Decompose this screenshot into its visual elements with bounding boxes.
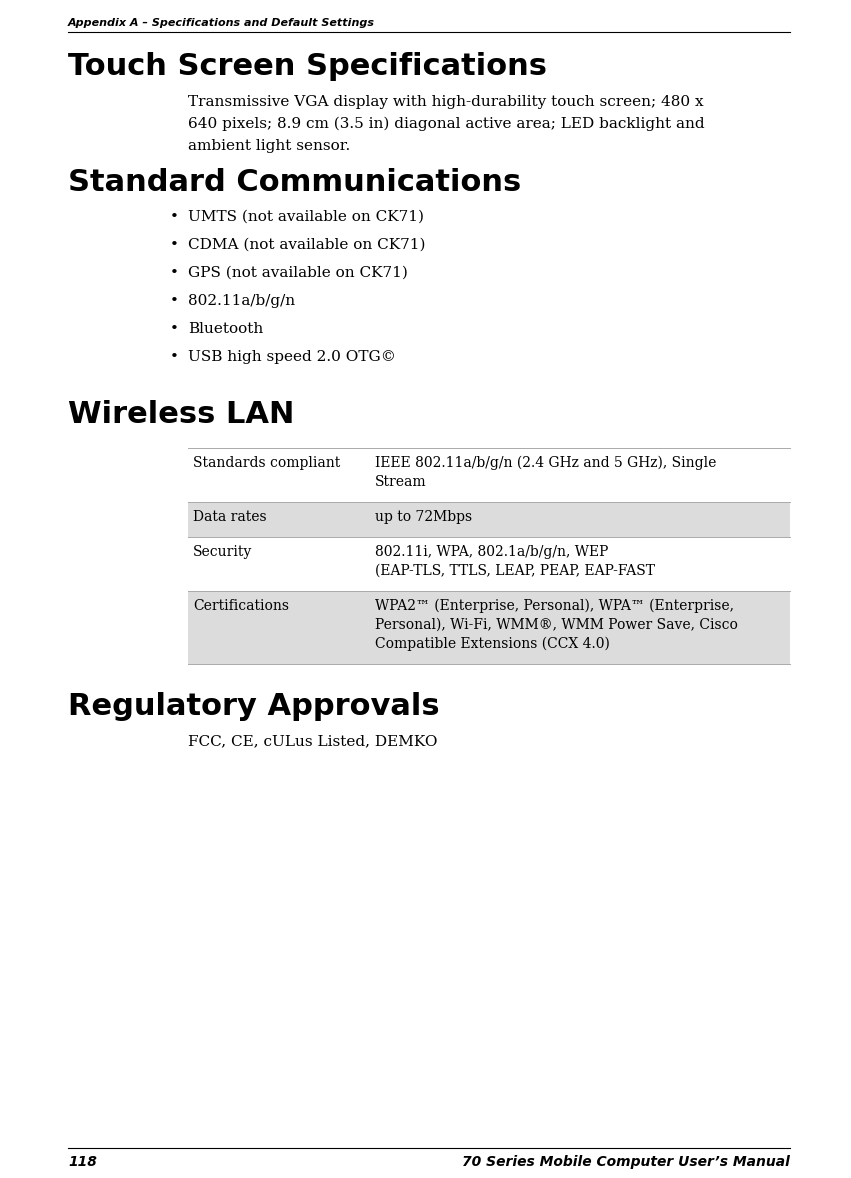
Text: Security: Security bbox=[193, 545, 252, 560]
Text: 118: 118 bbox=[68, 1154, 97, 1169]
Text: •: • bbox=[170, 294, 179, 307]
Text: 640 pixels; 8.9 cm (3.5 in) diagonal active area; LED backlight and: 640 pixels; 8.9 cm (3.5 in) diagonal act… bbox=[188, 117, 705, 132]
Text: Stream: Stream bbox=[375, 475, 426, 489]
Text: •: • bbox=[170, 350, 179, 364]
Text: FCC, CE, cULus Listed, DEMKO: FCC, CE, cULus Listed, DEMKO bbox=[188, 734, 437, 748]
Text: Bluetooth: Bluetooth bbox=[188, 322, 263, 336]
Text: (EAP-TLS, TTLS, LEAP, PEAP, EAP-FAST: (EAP-TLS, TTLS, LEAP, PEAP, EAP-FAST bbox=[375, 564, 655, 578]
Text: Data rates: Data rates bbox=[193, 510, 266, 524]
Text: 802.11i, WPA, 802.1a/b/g/n, WEP: 802.11i, WPA, 802.1a/b/g/n, WEP bbox=[375, 545, 608, 560]
Text: USB high speed 2.0 OTG©: USB high speed 2.0 OTG© bbox=[188, 350, 396, 364]
Text: 70 Series Mobile Computer User’s Manual: 70 Series Mobile Computer User’s Manual bbox=[462, 1154, 790, 1169]
Text: Touch Screen Specifications: Touch Screen Specifications bbox=[68, 52, 547, 81]
Text: Standards compliant: Standards compliant bbox=[193, 456, 340, 470]
Text: WPA2™ (Enterprise, Personal), WPA™ (Enterprise,: WPA2™ (Enterprise, Personal), WPA™ (Ente… bbox=[375, 598, 734, 614]
Text: •: • bbox=[170, 238, 179, 252]
Text: •: • bbox=[170, 210, 179, 224]
Text: Standard Communications: Standard Communications bbox=[68, 168, 522, 197]
Text: UMTS (not available on CK71): UMTS (not available on CK71) bbox=[188, 210, 424, 224]
Text: GPS (not available on CK71): GPS (not available on CK71) bbox=[188, 266, 408, 280]
Bar bbox=[188, 502, 790, 537]
Text: Appendix A – Specifications and Default Settings: Appendix A – Specifications and Default … bbox=[68, 18, 375, 28]
Text: •: • bbox=[170, 322, 179, 336]
Text: IEEE 802.11a/b/g/n (2.4 GHz and 5 GHz), Single: IEEE 802.11a/b/g/n (2.4 GHz and 5 GHz), … bbox=[375, 456, 717, 470]
Text: 802.11a/b/g/n: 802.11a/b/g/n bbox=[188, 294, 295, 307]
Text: Compatible Extensions (CCX 4.0): Compatible Extensions (CCX 4.0) bbox=[375, 637, 610, 651]
Text: up to 72Mbps: up to 72Mbps bbox=[375, 510, 472, 524]
Text: Certifications: Certifications bbox=[193, 598, 289, 613]
Text: ambient light sensor.: ambient light sensor. bbox=[188, 139, 351, 153]
Text: •: • bbox=[170, 266, 179, 280]
Text: Regulatory Approvals: Regulatory Approvals bbox=[68, 691, 440, 721]
Text: CDMA (not available on CK71): CDMA (not available on CK71) bbox=[188, 238, 426, 252]
Bar bbox=[188, 591, 790, 664]
Text: Wireless LAN: Wireless LAN bbox=[68, 401, 294, 429]
Text: Personal), Wi-Fi, WMM®, WMM Power Save, Cisco: Personal), Wi-Fi, WMM®, WMM Power Save, … bbox=[375, 618, 738, 633]
Text: Transmissive VGA display with high-durability touch screen; 480 x: Transmissive VGA display with high-durab… bbox=[188, 95, 704, 110]
